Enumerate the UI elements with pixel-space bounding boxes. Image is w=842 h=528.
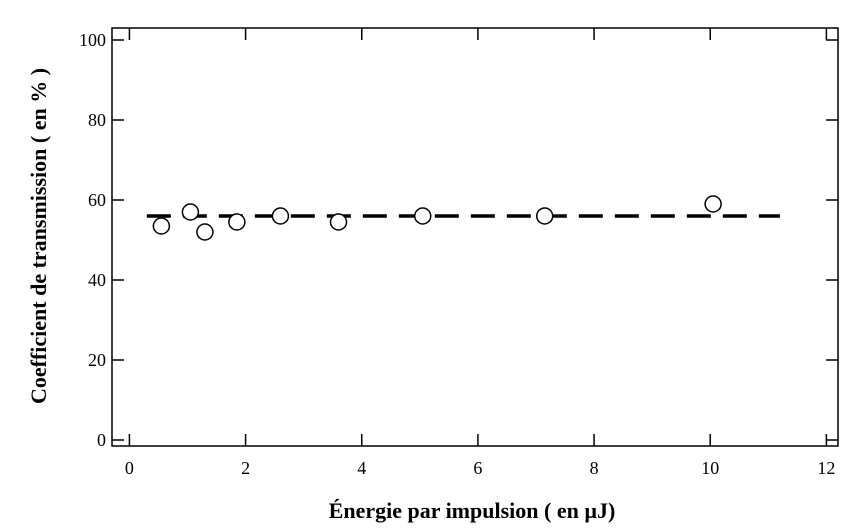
plot-border <box>112 28 838 446</box>
data-point <box>272 208 288 224</box>
x-tick-label: 0 <box>125 458 134 478</box>
data-point <box>182 204 198 220</box>
data-point <box>197 224 213 240</box>
y-tick-label: 0 <box>97 430 106 450</box>
data-point <box>705 196 721 212</box>
x-tick-label: 8 <box>590 458 599 478</box>
x-tick-label: 4 <box>357 458 366 478</box>
y-axis-title: Coefficient de transmission ( en % ) <box>26 68 51 404</box>
data-point <box>229 214 245 230</box>
x-tick-label: 12 <box>817 458 835 478</box>
data-point <box>153 218 169 234</box>
x-axis-ticks: 0 2 4 6 8 10 12 <box>125 28 835 478</box>
y-tick-label: 40 <box>88 270 106 290</box>
x-tick-label: 2 <box>241 458 250 478</box>
data-point <box>331 214 347 230</box>
y-tick-label: 20 <box>88 350 106 370</box>
data-point <box>537 208 553 224</box>
y-tick-label: 60 <box>88 190 106 210</box>
y-axis-ticks: 0 20 40 60 80 100 <box>79 30 838 450</box>
x-tick-label: 10 <box>701 458 719 478</box>
y-tick-label: 80 <box>88 110 106 130</box>
x-tick-label: 6 <box>473 458 482 478</box>
data-points <box>153 196 721 240</box>
y-tick-label: 100 <box>79 30 106 50</box>
data-point <box>415 208 431 224</box>
plot-frame <box>112 28 838 446</box>
x-axis-title: Énergie par impulsion ( en µJ) <box>329 498 616 523</box>
